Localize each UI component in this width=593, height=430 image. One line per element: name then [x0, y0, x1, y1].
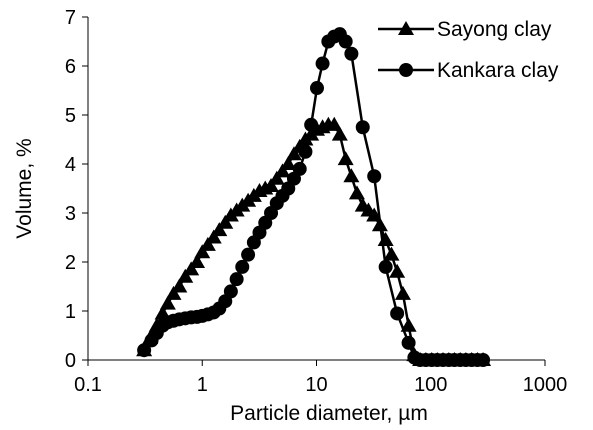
kankara-clay-point [338, 34, 353, 49]
kankara-clay-point [304, 117, 319, 132]
kankara-clay-point [390, 306, 405, 321]
x-tick-label: 1 [197, 374, 208, 396]
series-layer [136, 27, 492, 367]
legend-item-sayong-clay: Sayong clay [378, 18, 552, 41]
sayong-clay-point [263, 178, 280, 193]
sayong-clay-point [268, 170, 285, 185]
sayong-clay-point [337, 151, 354, 166]
legend-label: Kankara clay [437, 59, 559, 82]
kankara-clay-point [401, 335, 416, 350]
y-tick-label: 2 [65, 252, 76, 274]
sayong-clay-point [217, 214, 234, 229]
kankara-clay-point [137, 343, 152, 358]
y-tick-label: 0 [65, 350, 76, 372]
kankara-clay-point [292, 161, 307, 176]
sayong-clay-point [211, 222, 228, 237]
sayong-clay-point [394, 285, 411, 300]
legend-kankara-clay-point [399, 63, 413, 77]
legend: Sayong clay Kankara clay [378, 18, 559, 82]
ticks: 0 1 2 3 4 5 6 7 0.1 1 10 100 1000 [65, 7, 567, 396]
kankara-clay-point [223, 284, 238, 299]
sayong-clay-series [136, 116, 492, 366]
sayong-clay-point [377, 231, 394, 246]
y-axis-title: Volume, % [13, 138, 36, 238]
sayong-clay-point [348, 185, 365, 200]
legend-sayong-clay-point [398, 21, 414, 35]
kankara-clay-point [378, 259, 393, 274]
sayong-clay-point [171, 278, 188, 293]
y-tick-label: 4 [65, 154, 76, 176]
kankara-clay-point [355, 120, 370, 135]
y-tick-label: 1 [65, 301, 76, 323]
kankara-clay-point [241, 247, 256, 262]
x-tick-label: 1000 [523, 374, 568, 396]
sayong-clay-point [183, 261, 200, 276]
kankara-clay-series [137, 27, 491, 367]
sayong-clay-point [189, 254, 206, 268]
sayong-clay-point [199, 236, 216, 251]
kankara-clay-point [235, 259, 250, 274]
sayong-clay-point [331, 126, 348, 141]
sayong-clay-point [274, 163, 291, 178]
x-tick-label: 0.1 [74, 374, 102, 396]
kankara-clay-point [367, 169, 382, 184]
legend-item-kankara-clay: Kankara clay [378, 59, 559, 82]
kankara-clay-point [476, 353, 491, 367]
sayong-clay-point [165, 285, 182, 300]
kankara-clay-point [298, 144, 313, 159]
kankara-clay-point [315, 56, 330, 71]
sayong-clay-line [143, 123, 484, 362]
y-tick-label: 5 [65, 105, 76, 127]
sayong-clay-point [205, 229, 222, 244]
kankara-clay-point [309, 81, 324, 96]
sayong-clay-point [280, 156, 297, 170]
sayong-clay-point [383, 246, 400, 261]
x-tick-label: 100 [414, 374, 447, 396]
sayong-clay-point [159, 295, 176, 310]
y-tick-label: 3 [65, 203, 76, 225]
sayong-clay-point [400, 317, 417, 332]
x-tick-label: 10 [305, 374, 327, 396]
sayong-clay-point [285, 146, 302, 161]
y-tick-label: 7 [65, 7, 76, 29]
kankara-clay-point [229, 272, 244, 287]
sayong-clay-point [389, 263, 406, 278]
sayong-clay-point [366, 207, 383, 222]
legend-label: Sayong clay [437, 18, 552, 41]
sayong-clay-point [177, 268, 194, 283]
sayong-clay-point [194, 244, 211, 259]
kankara-clay-point [344, 46, 359, 61]
x-axis-title: Particle diameter, µm [230, 402, 428, 425]
sayong-clay-point [326, 116, 343, 131]
sayong-clay-point [343, 168, 360, 183]
y-tick-label: 6 [65, 56, 76, 78]
